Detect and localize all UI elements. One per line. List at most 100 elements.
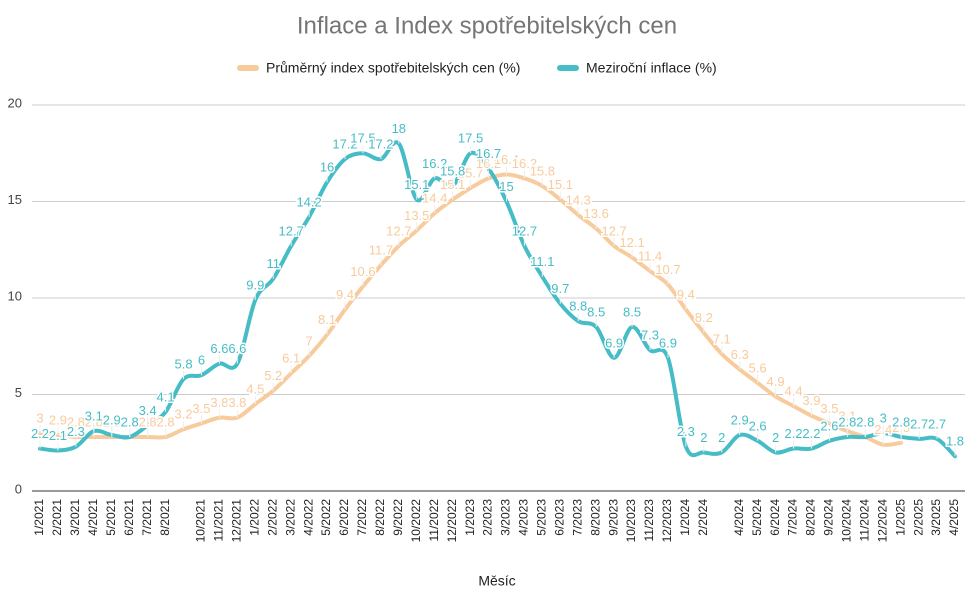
value-label: 5.2: [264, 368, 282, 383]
value-label: 6: [198, 353, 205, 368]
x-tick-label: 8/2024: [804, 499, 818, 536]
x-tick-label: 4/2021: [86, 499, 100, 536]
value-label: 2.7: [928, 416, 946, 431]
value-label: 9.9: [246, 277, 264, 292]
value-label: 16.4: [494, 152, 519, 167]
x-tick-label: 8/2023: [588, 499, 602, 536]
x-tick-label: 11/2023: [642, 499, 656, 542]
value-label: 3.5: [820, 401, 838, 416]
x-tick-label: 3/2022: [283, 499, 297, 536]
value-label: 12.7: [386, 223, 411, 238]
value-label: 2: [718, 430, 725, 445]
value-label: 16.2: [422, 156, 447, 171]
value-label: 11: [266, 256, 280, 271]
x-tick-label: 1/2025: [893, 499, 907, 536]
x-tick-label: 5/2021: [104, 499, 118, 536]
x-tick-label: 2/2024: [696, 499, 710, 536]
value-label: 2.2: [784, 426, 802, 441]
value-label: 7.3: [641, 328, 659, 343]
x-tick-label: 9/2024: [822, 499, 836, 536]
value-label: 3: [36, 411, 43, 426]
x-tick-label: 2/2025: [911, 499, 925, 536]
x-tick-label: 1/2022: [247, 499, 261, 536]
value-label: 2.8: [838, 414, 856, 429]
value-label: 6.6: [228, 341, 246, 356]
x-tick-label: 3/2025: [929, 499, 943, 536]
value-label: 15.8: [530, 163, 555, 178]
value-label: 8.5: [587, 304, 605, 319]
value-label: 2.9: [103, 412, 121, 427]
legend-label: Průměrný index spotřebitelských cen (%): [266, 60, 520, 76]
value-label: 6.9: [659, 335, 677, 350]
x-tick-label: 7/2023: [570, 499, 584, 536]
value-label: 2.2: [31, 426, 49, 441]
x-axis-title: Měsíc: [478, 573, 515, 589]
value-label: 12.7: [601, 223, 626, 238]
value-label: 11.1: [530, 254, 554, 269]
value-label: 3.1: [838, 409, 856, 424]
x-tick-label: 9/2022: [391, 499, 405, 536]
value-label: 14.3: [566, 192, 591, 207]
x-tick-label: 5/2024: [750, 499, 764, 536]
value-label: 2.1: [49, 428, 67, 443]
value-label: 2.8: [121, 414, 139, 429]
value-label: 17.5: [458, 131, 483, 146]
y-tick-label: 0: [15, 481, 22, 496]
value-label: 4.1: [157, 389, 175, 404]
value-label: 2.8: [85, 414, 103, 429]
value-label: 3.8: [210, 395, 228, 410]
value-label: 3.9: [802, 393, 820, 408]
value-label: 10.7: [655, 262, 680, 277]
x-tick-label: 4/2022: [301, 499, 315, 536]
value-label: 17.5: [350, 131, 375, 146]
value-label: 11.4: [638, 248, 662, 263]
x-tick-label: 7/2021: [140, 499, 154, 536]
value-label: 16.7: [476, 146, 501, 161]
x-tick-label: 1/2024: [678, 499, 692, 536]
x-tick-label: 6/2021: [122, 499, 136, 536]
value-label: 2.6: [749, 418, 767, 433]
x-tick-label: 6/2023: [552, 499, 566, 536]
value-label: 2.8: [856, 414, 874, 429]
x-tick-label: 11/2021: [212, 499, 226, 542]
value-label: 2: [772, 430, 779, 445]
x-tick-label: 7/2024: [786, 499, 800, 536]
value-label: 6.1: [282, 351, 300, 366]
y-tick-label: 5: [15, 385, 22, 400]
x-tick-label: 9/2023: [606, 499, 620, 536]
x-tick-label: 10/2022: [409, 499, 423, 543]
value-label: 2.8: [157, 414, 175, 429]
value-label: 8.5: [623, 304, 641, 319]
value-label: 2.8: [121, 414, 139, 429]
x-tick-label: 11/2024: [857, 499, 871, 542]
value-label: 12.7: [279, 223, 304, 238]
x-tick-label: 10/2024: [840, 499, 854, 543]
value-labels: 3 2.9 2.8 2.8 2.8 2.8 2.8 2.83.2 3.5 3.8 3.84.55.2…: [29, 120, 966, 457]
x-tick-label: 10/2023: [624, 499, 638, 543]
value-label: 15.8: [440, 163, 465, 178]
value-label: 17.2: [368, 136, 393, 151]
x-tick-label: 2/2023: [481, 499, 495, 536]
value-label: 2.2: [802, 426, 820, 441]
x-tick-label: 12/2021: [230, 499, 244, 543]
value-label: 2.7: [910, 416, 928, 431]
x-tick-label: 8/2021: [158, 499, 172, 536]
x-tick-label: 4/2025: [947, 499, 961, 536]
value-label: 3: [880, 411, 887, 426]
chart-title: Inflace a Index spotřebitelských cen: [297, 12, 677, 39]
value-label: 12.7: [512, 223, 537, 238]
value-label: 16.2: [512, 156, 537, 171]
value-label: 2.9: [49, 412, 67, 427]
value-label: 8.8: [569, 299, 587, 314]
value-label: 14.4: [422, 191, 447, 206]
x-tick-label: 3/2021: [68, 499, 82, 536]
value-label: 9.4: [677, 287, 695, 302]
value-label: 15.7: [458, 165, 483, 180]
value-label: 2.8: [892, 414, 910, 429]
value-label: 15.1: [548, 177, 573, 192]
value-label: 16: [320, 160, 334, 175]
y-tick-label: 10: [8, 288, 22, 303]
value-label: 2.3: [67, 424, 85, 439]
value-label: 2.8: [67, 414, 85, 429]
value-label: 3.2: [174, 407, 192, 422]
